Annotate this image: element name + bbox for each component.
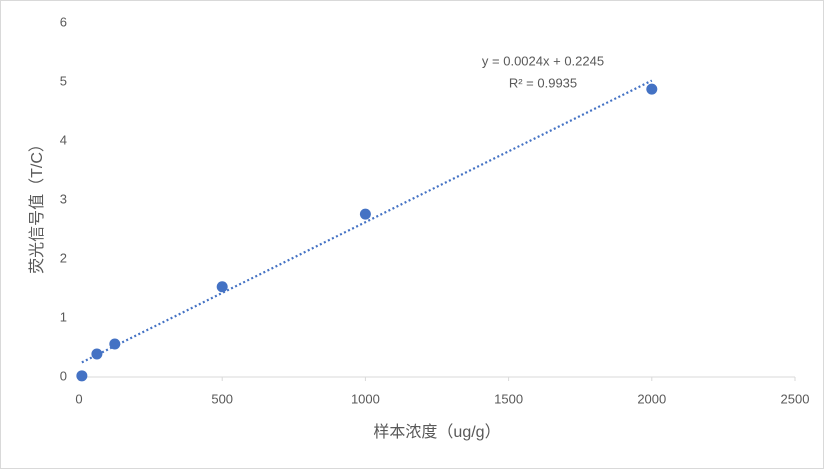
x-tick-label: 0: [75, 391, 82, 406]
x-axis-title: 样本浓度（ug/g）: [373, 423, 500, 441]
x-tick-label: 1000: [351, 391, 380, 406]
y-tick-label: 1: [60, 309, 67, 324]
y-tick-label: 5: [60, 73, 67, 88]
x-tick-label: 1500: [494, 391, 523, 406]
trendline-equation: y = 0.0024x + 0.2245: [482, 53, 604, 68]
point: [359, 208, 371, 220]
y-tick-label: 3: [60, 191, 67, 206]
y-tick-label: 2: [60, 250, 67, 265]
point: [76, 370, 88, 382]
point: [216, 281, 228, 293]
point: [646, 83, 658, 95]
y-tick-label: 4: [60, 132, 67, 147]
y-tick-label: 0: [60, 368, 67, 383]
y-axis-title: 荧光信号值（T/C）: [28, 136, 46, 274]
point: [109, 338, 121, 350]
x-tick-label: 2500: [781, 391, 810, 406]
x-tick-label: 500: [211, 391, 233, 406]
trendline-r2: R² = 0.9935: [509, 75, 577, 90]
y-tick-label: 6: [60, 14, 67, 29]
x-tick-label: 2000: [637, 391, 666, 406]
point: [91, 348, 103, 360]
